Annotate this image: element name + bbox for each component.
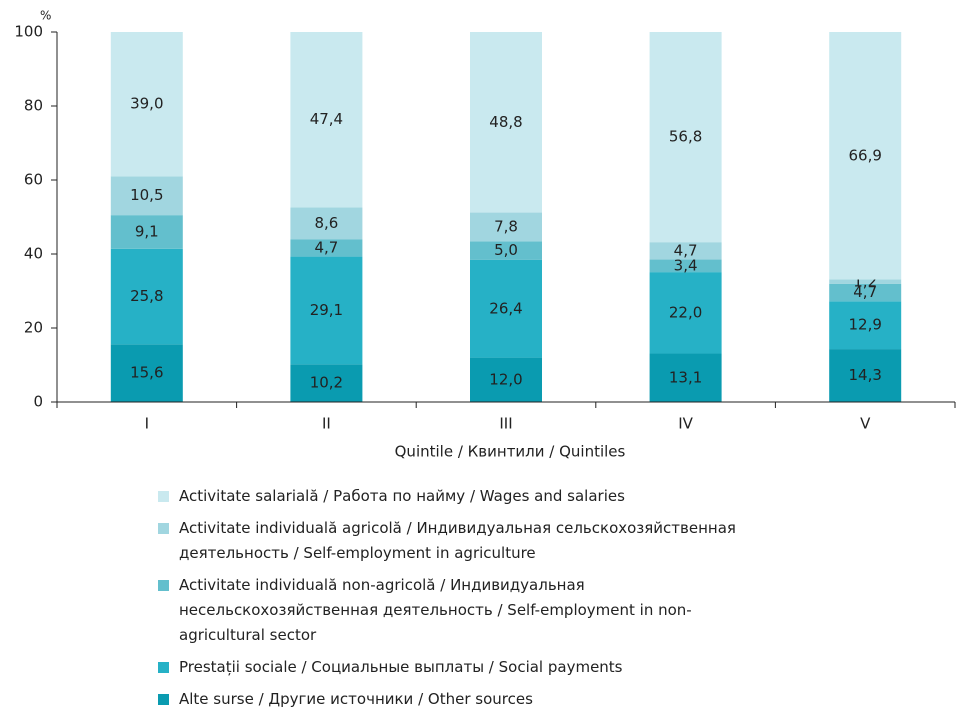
value-label: 29,1	[310, 301, 343, 319]
value-label: 8,6	[314, 214, 338, 232]
bar-segment	[110, 176, 183, 216]
y-tick-label: 0	[33, 393, 43, 411]
bar-segment	[290, 32, 363, 208]
bar-segment	[829, 279, 902, 284]
value-label: 9,1	[135, 222, 159, 240]
y-tick-label: 60	[24, 171, 43, 189]
legend-swatch	[158, 523, 169, 534]
bar-segment	[470, 357, 542, 402]
legend-swatch	[158, 580, 169, 591]
value-label: 47,4	[310, 110, 343, 128]
legend-label: Alte surse / Другие источники / Other so…	[179, 690, 533, 708]
y-tick-label: 20	[24, 319, 43, 337]
value-label: 48,8	[489, 113, 522, 131]
legend-label: Activitate individuală non-agricolă / Ин…	[179, 576, 692, 644]
value-label: 12,9	[848, 316, 881, 334]
value-label: 26,4	[489, 299, 522, 317]
bar-segment	[829, 349, 902, 402]
value-label: 22,0	[669, 303, 702, 321]
value-label: 66,9	[848, 146, 881, 164]
legend-item: Activitate salarială / Работа по найму /…	[158, 484, 738, 509]
bar-segment	[470, 212, 542, 242]
bar-segment	[110, 215, 183, 249]
bar-segment	[829, 301, 902, 350]
legend-swatch	[158, 662, 169, 673]
value-label: 39,0	[130, 95, 163, 113]
value-label: 3,4	[674, 256, 698, 274]
value-label: 4,7	[674, 241, 698, 259]
bar-segment	[290, 256, 363, 365]
bar-segment	[829, 32, 902, 280]
legend: Activitate salarială / Работа по найму /…	[158, 484, 738, 719]
bar-segment	[829, 283, 902, 302]
value-label: 14,3	[848, 366, 881, 384]
x-tick-label: II	[322, 415, 331, 433]
y-tick-label: 80	[24, 97, 43, 115]
legend-label: Prestații sociale / Социальные выплаты /…	[179, 658, 623, 676]
value-label: 15,6	[130, 364, 163, 382]
bar-segment	[470, 241, 542, 260]
y-tick-label: 100	[14, 23, 43, 41]
bar-segment	[110, 248, 183, 345]
y-axis-label: %	[40, 9, 51, 23]
chart: % Quintile / Квинтили / Quintiles 0 20 40 6…	[14, 9, 956, 461]
bar-segment	[470, 259, 542, 358]
value-label: 10,2	[310, 374, 343, 392]
bar-segment	[290, 364, 363, 402]
legend-item: Activitate individuală non-agricolă / Ин…	[158, 573, 738, 648]
legend-swatch	[158, 694, 169, 705]
value-label: 25,8	[130, 287, 163, 305]
value-label: 4,7	[314, 238, 338, 256]
value-label: 10,5	[130, 186, 163, 204]
x-axis-label: Quintile / Квинтили / Quintiles	[395, 443, 626, 461]
y-tick-label: 40	[24, 245, 43, 263]
x-tick-label: V	[860, 415, 871, 433]
bar-segment	[290, 207, 363, 240]
value-label: 13,1	[669, 368, 702, 386]
value-label: 5,0	[494, 241, 518, 259]
bar-segment	[649, 242, 722, 260]
value-label: 56,8	[669, 128, 702, 146]
bar-segment	[290, 239, 363, 257]
x-tick-label: I	[145, 415, 149, 433]
legend-label: Activitate individuală agricolă / Индиви…	[179, 519, 736, 562]
value-label: 4,7	[853, 283, 877, 301]
bar-segment	[470, 32, 542, 213]
x-tick-label: III	[499, 415, 512, 433]
legend-item: Prestații sociale / Социальные выплаты /…	[158, 655, 738, 680]
page: % Quintile / Квинтили / Quintiles 0 20 40 6…	[14, 8, 956, 708]
legend-item: Alte surse / Другие источники / Other so…	[158, 687, 738, 712]
bar-segment	[649, 259, 722, 273]
legend-label: Activitate salarială / Работа по найму /…	[179, 487, 625, 505]
x-tick-label: IV	[678, 415, 693, 433]
value-label: 7,8	[494, 217, 518, 235]
legend-swatch	[158, 491, 169, 502]
bar-segment	[110, 344, 183, 402]
bar-segment	[649, 32, 722, 243]
bar-segment	[649, 272, 722, 354]
bar-segment	[649, 353, 722, 402]
bar-segment	[110, 32, 183, 177]
value-label: 12,0	[489, 370, 522, 388]
legend-item: Activitate individuală agricolă / Индиви…	[158, 516, 738, 566]
